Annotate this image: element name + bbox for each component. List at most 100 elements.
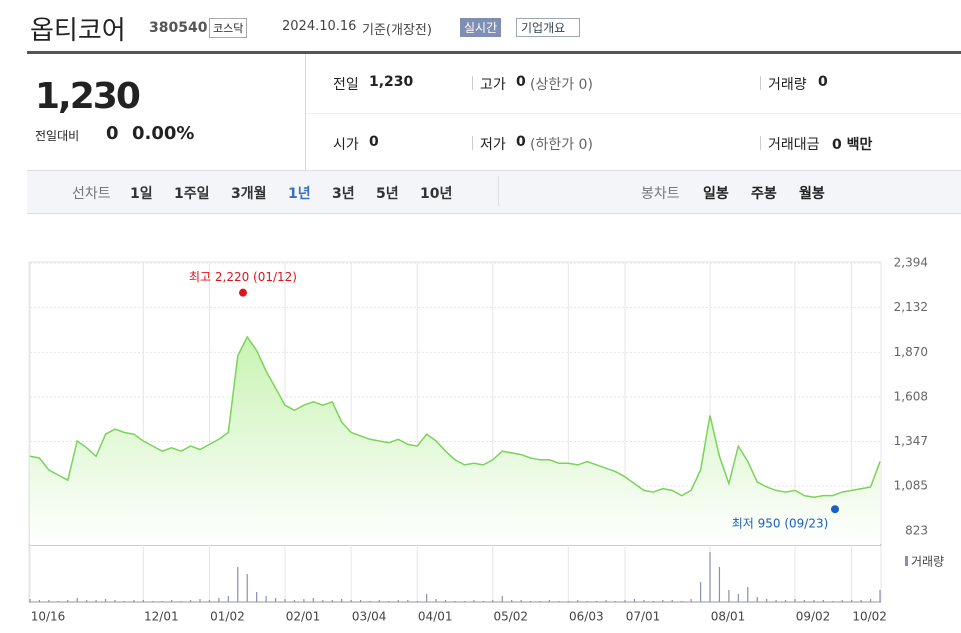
volume-bar xyxy=(832,601,834,602)
volume-bar xyxy=(728,590,730,602)
x-tick-label: 12/01 xyxy=(144,610,179,624)
volume-bar xyxy=(633,599,636,602)
period-tab[interactable]: 5년 xyxy=(376,186,399,202)
volume-bar xyxy=(718,567,721,602)
volume-bar xyxy=(161,601,163,602)
volume-bar xyxy=(822,600,824,602)
volume-bar xyxy=(860,600,862,602)
x-tick-label: 05/02 xyxy=(493,610,528,624)
volume-bar xyxy=(369,601,371,602)
candle-tab[interactable]: 월봉 xyxy=(799,186,825,202)
x-tick-label: 03/04 xyxy=(352,610,387,624)
volume-bar xyxy=(426,594,428,602)
volume-bar xyxy=(38,600,41,602)
y-tick-label: 823 xyxy=(905,523,928,537)
volume-bar xyxy=(803,600,806,602)
price-box xyxy=(27,54,306,170)
stock-code: 380540 xyxy=(149,20,208,36)
info-label: 고가 xyxy=(480,77,506,93)
volume-bar xyxy=(104,599,107,602)
volume-bar xyxy=(548,600,551,602)
volume-bar xyxy=(529,601,532,602)
volume-bar xyxy=(605,600,607,602)
candle-tab[interactable]: 주봉 xyxy=(751,186,777,202)
rate: 0.00% xyxy=(132,123,195,144)
volume-bar xyxy=(851,600,853,602)
stock-name: 옵티코어 xyxy=(30,16,126,46)
volume-bar xyxy=(407,600,409,602)
period-tab[interactable]: 1일 xyxy=(130,186,153,202)
low-marker xyxy=(831,505,839,514)
info-value: 0 xyxy=(818,74,828,90)
realtime-button[interactable]: 실시간 xyxy=(460,18,502,37)
low-label: 최저 950 (09/23) xyxy=(732,517,829,531)
volume-bar xyxy=(322,600,324,602)
info-value: 1,230 xyxy=(369,74,414,90)
volume-bar xyxy=(577,600,579,602)
volume-bar xyxy=(256,592,258,602)
x-tick-label: 10/16 xyxy=(31,610,66,624)
volume-bar xyxy=(180,601,182,602)
date: 2024.10.16 xyxy=(282,19,357,34)
period-tab[interactable]: 1주일 xyxy=(174,186,210,202)
volume-bar xyxy=(416,601,418,602)
volume-bar xyxy=(95,600,97,602)
volume-bar xyxy=(614,601,617,602)
candle-tab[interactable]: 일봉 xyxy=(703,186,729,202)
volume-bar xyxy=(813,600,815,602)
period-tab[interactable]: 1년 xyxy=(288,186,311,202)
volume-bar xyxy=(709,552,711,602)
volume-bar xyxy=(435,599,437,602)
volume-bar xyxy=(378,600,381,602)
info-divider xyxy=(306,113,961,114)
period-tab[interactable]: 3년 xyxy=(332,186,355,202)
volume-bar xyxy=(473,600,475,602)
tab-bar xyxy=(27,170,961,214)
header-rule xyxy=(27,51,961,54)
change-label: 전일대비 xyxy=(35,129,80,143)
x-tick-label: 07/01 xyxy=(626,610,661,624)
volume-bar xyxy=(331,600,333,602)
volume-bar xyxy=(350,600,352,602)
volume-bar xyxy=(123,601,126,602)
y-tick-label: 2,394 xyxy=(894,256,928,270)
volume-bar xyxy=(699,582,702,602)
volume-bar xyxy=(794,599,796,602)
volume-bar xyxy=(766,599,768,602)
volume-bar xyxy=(737,594,739,602)
info-sep xyxy=(760,136,761,150)
volume-bar xyxy=(341,599,343,602)
volume-bar xyxy=(520,600,522,602)
volume-bar xyxy=(596,601,598,602)
volume-bar xyxy=(48,600,50,602)
period-tab[interactable]: 10년 xyxy=(420,186,453,202)
x-tick-label: 04/01 xyxy=(418,610,453,624)
volume-bar xyxy=(841,600,843,602)
price-area xyxy=(30,337,880,545)
company-button[interactable]: 기업개요 xyxy=(516,18,581,37)
volume-bar xyxy=(482,601,484,602)
volume-bar xyxy=(152,601,154,602)
volume-bar xyxy=(511,600,513,602)
volume-legend: 거래량 xyxy=(911,555,944,569)
volume-bar xyxy=(775,600,777,602)
x-tick-label: 10/02 xyxy=(852,610,887,624)
volume-bar xyxy=(199,599,201,602)
x-tick-label: 08/01 xyxy=(711,610,746,624)
change: 0 xyxy=(106,123,119,144)
volume-bar xyxy=(114,600,116,602)
y-tick-label: 1,085 xyxy=(894,479,928,493)
info-sep xyxy=(760,76,761,90)
high-label: 최고 2,220 (01/12) xyxy=(189,270,297,284)
period-tab[interactable]: 3개월 xyxy=(231,186,267,202)
volume-bar xyxy=(218,598,220,602)
info-value: 0 xyxy=(516,134,526,150)
x-tick-label: 09/02 xyxy=(796,610,831,624)
volume-bar xyxy=(359,600,362,602)
info-label: 저가 xyxy=(480,137,506,153)
volume-bar xyxy=(492,600,494,602)
basis: 기준(개장전) xyxy=(362,23,432,38)
volume-bar xyxy=(293,600,296,602)
